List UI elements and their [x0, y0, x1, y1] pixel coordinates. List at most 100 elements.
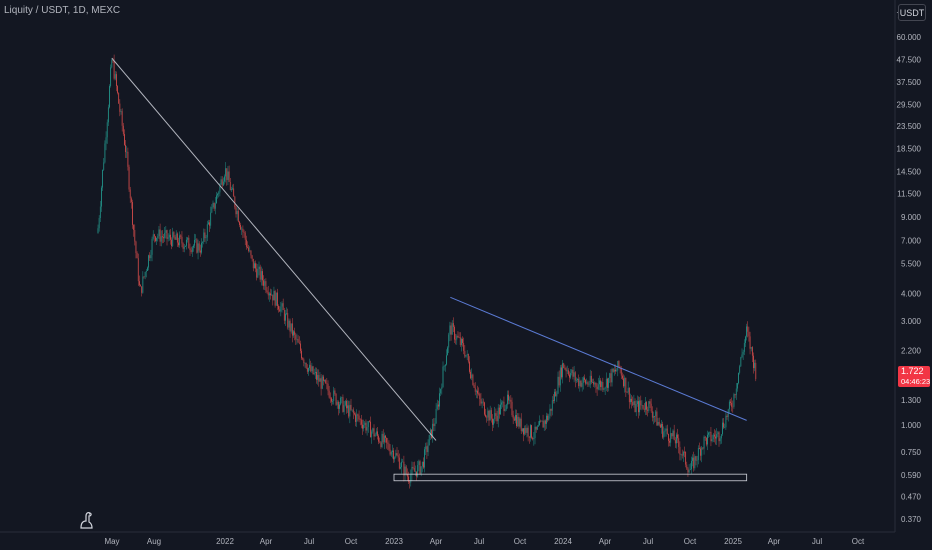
candle-body [369, 421, 370, 422]
time-tick-label: Apr [430, 537, 443, 546]
candle-body [366, 427, 368, 431]
candle-body [178, 242, 179, 246]
candle-body [580, 380, 582, 387]
candle-body [293, 331, 294, 336]
candle-body [152, 234, 154, 239]
candle-body [139, 281, 140, 286]
candle-body [681, 454, 683, 456]
candle-body [700, 448, 701, 456]
candle-body [648, 401, 650, 411]
candle-body [748, 331, 750, 337]
candle-body [196, 239, 198, 253]
candle-body [397, 455, 399, 458]
candle-body [389, 449, 391, 455]
trendline-1[interactable] [111, 58, 437, 441]
candle-body [625, 377, 627, 392]
candle-body [222, 181, 224, 186]
candle-body [266, 290, 268, 293]
candle-body [737, 383, 738, 389]
candle-body [145, 271, 147, 272]
candle-body [582, 377, 584, 383]
candle-body [459, 337, 461, 346]
candle-body [651, 411, 653, 418]
candle-body [456, 335, 458, 340]
candle-body [347, 405, 348, 409]
candle-body [198, 243, 200, 251]
candle-body [302, 358, 304, 360]
candle-body [102, 169, 103, 188]
candle-body [484, 402, 485, 415]
candle-body [600, 380, 601, 387]
symbol-title[interactable]: Liquity / USDT, 1D, MEXC [4, 5, 121, 16]
candle-body [742, 351, 744, 355]
candle-body [189, 248, 191, 251]
candle-body [337, 401, 339, 409]
candle-body [334, 390, 336, 394]
time-scale[interactable]: May Aug 2022 Apr Jul Oct 2023 Apr Jul Oct 2024 Apr J… [104, 537, 865, 546]
candle-body [530, 425, 531, 438]
candle-body [501, 402, 503, 405]
candle-body [116, 74, 117, 87]
candle-body [473, 384, 475, 388]
candle-body [199, 250, 201, 253]
candle-body [549, 408, 551, 416]
candle-body [678, 438, 680, 447]
candle-body [348, 405, 350, 417]
candle-body [469, 361, 470, 372]
price-tick-label: 5.500 [901, 260, 922, 269]
candle-body [461, 338, 462, 346]
candle-body [638, 401, 639, 413]
price-scale[interactable]: 76.00060.00047.50037.50029.50023.50018.5… [897, 11, 922, 524]
candle-body [548, 415, 550, 421]
candle-body [283, 310, 285, 321]
candle-body [662, 423, 664, 438]
candle-body [252, 258, 254, 269]
candle-body [360, 419, 362, 425]
candle-body [665, 428, 667, 431]
candle-body [650, 403, 652, 412]
candle-body [633, 401, 635, 405]
candle-body [726, 415, 728, 417]
tradingview-logo-icon[interactable] [78, 510, 96, 530]
candle-body [99, 206, 101, 219]
trendline-2[interactable] [450, 296, 747, 421]
candle-body [214, 203, 216, 209]
candle-body [406, 474, 408, 477]
candle-body [438, 404, 439, 407]
candle-body [680, 454, 682, 455]
time-tick-label: Aug [147, 537, 161, 546]
candle-body [118, 92, 120, 104]
candle-body [739, 366, 741, 373]
candle-body [718, 432, 720, 442]
candle-body [185, 245, 186, 247]
support-rectangle[interactable] [393, 473, 748, 482]
candle-body [396, 453, 398, 456]
candle-body [377, 431, 378, 436]
candle-body [655, 411, 657, 417]
candle-body [205, 237, 207, 239]
candle-body [409, 481, 411, 483]
candle-body [341, 397, 343, 398]
candle-body [298, 342, 300, 344]
candle-body [640, 400, 642, 406]
candle-body [316, 371, 317, 380]
price-tick-label: 9.000 [901, 213, 922, 222]
candle-body [738, 372, 739, 384]
candle-body [404, 466, 406, 476]
drawing-layer[interactable] [111, 58, 748, 482]
candle-body [212, 202, 214, 208]
currency-button[interactable]: USDT [898, 4, 926, 21]
candle-body [707, 434, 708, 445]
candle-body [282, 303, 284, 311]
candle-body [180, 235, 182, 237]
candle-body [663, 431, 665, 438]
candle-body [209, 222, 210, 226]
candle-body [519, 418, 521, 427]
candle-body [728, 401, 730, 410]
candle-body [411, 466, 413, 475]
price-tick-label: 3.000 [901, 317, 922, 326]
price-tick-label: 60.000 [897, 33, 922, 42]
candle-body [226, 168, 228, 180]
candle-body [421, 461, 423, 467]
